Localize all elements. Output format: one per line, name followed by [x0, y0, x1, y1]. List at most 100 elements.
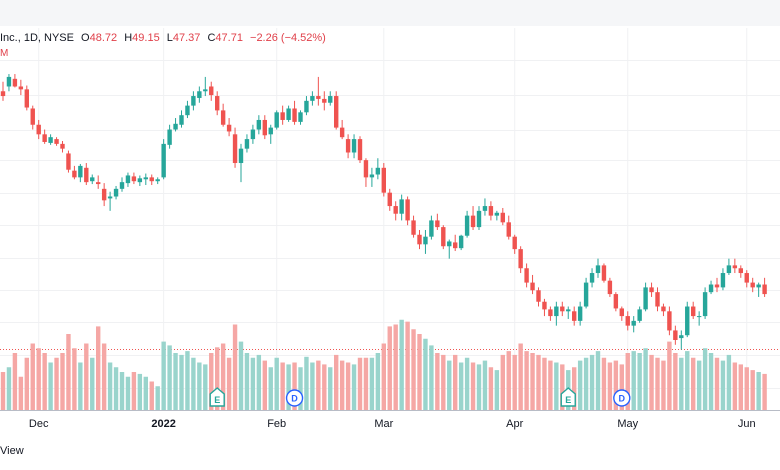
volume-bar: [607, 362, 613, 410]
candle: [435, 213, 440, 230]
x-tick-label: Jun: [738, 418, 756, 430]
volume-bar: [113, 367, 119, 410]
candle-body: [292, 108, 297, 122]
volume-bar: [494, 370, 500, 410]
candle: [155, 177, 160, 185]
volume-bar: [482, 360, 488, 410]
candle: [238, 143, 244, 183]
candle: [161, 139, 166, 180]
candle: [131, 172, 137, 185]
candle-body: [42, 134, 47, 142]
candle: [577, 301, 583, 326]
volume-bar: [137, 373, 143, 410]
candle-body: [60, 143, 65, 149]
candle: [197, 86, 202, 103]
candle: [54, 137, 59, 146]
candle: [262, 115, 267, 140]
candle-body: [447, 241, 452, 247]
earnings-marker: E: [209, 387, 225, 407]
candle-body: [494, 212, 500, 216]
volume-bar: [500, 354, 505, 410]
candle-body: [560, 306, 565, 312]
candle-body: [673, 330, 678, 340]
volume-bar: [583, 357, 589, 410]
footer-text[interactable]: View: [0, 445, 24, 457]
candle-body: [274, 112, 279, 128]
candle-body: [637, 309, 642, 321]
candle-body: [595, 265, 601, 274]
volume-bar: [369, 357, 375, 410]
candle-body: [357, 139, 363, 161]
volume-bar: [667, 341, 672, 410]
candle-body: [316, 96, 321, 99]
candle-body: [304, 100, 309, 113]
volume-bar: [464, 357, 470, 410]
candle-body: [149, 177, 154, 182]
volume-bar: [554, 362, 559, 410]
candle-body: [714, 284, 720, 288]
high-label: H: [124, 32, 133, 44]
volume-bar: [66, 334, 71, 410]
volume-bar: [738, 364, 743, 410]
candle-body: [72, 170, 77, 178]
candle: [310, 91, 315, 106]
volume-bar: [268, 367, 273, 410]
candle-body: [185, 105, 190, 116]
volume-bar: [708, 353, 714, 410]
volume-bar: [441, 354, 446, 410]
candle-body: [137, 178, 143, 183]
candle: [506, 215, 511, 240]
volume-bar: [679, 357, 684, 410]
candle: [90, 174, 95, 185]
candle: [411, 215, 416, 238]
dividend-marker: D: [285, 389, 304, 407]
low-label: L: [166, 32, 173, 44]
candle: [6, 74, 12, 92]
volume-bar: [405, 321, 410, 410]
candle: [345, 134, 351, 159]
volume-bar: [238, 341, 244, 410]
volume-bar: [78, 362, 83, 410]
candle-body: [679, 335, 684, 339]
candle-body: [726, 265, 732, 274]
volume-bar: [339, 360, 345, 410]
earnings-label: E: [214, 395, 220, 405]
candle-body: [417, 234, 422, 245]
volume-bar: [685, 351, 690, 410]
candle: [429, 215, 434, 240]
volume-bar: [720, 360, 726, 410]
candle: [107, 191, 113, 211]
candle-body: [685, 306, 690, 336]
close-value: 47.71: [215, 32, 243, 44]
volume-bar: [643, 348, 648, 410]
candle: [572, 306, 577, 326]
candle: [488, 201, 494, 221]
candle: [137, 175, 143, 186]
candle-body: [506, 222, 511, 237]
candle-body: [393, 206, 398, 214]
candle: [322, 91, 327, 111]
candle-body: [310, 96, 315, 101]
volume-bar: [423, 338, 428, 410]
close-label: C: [207, 32, 216, 44]
volume-bar: [613, 360, 619, 410]
candle: [381, 163, 386, 197]
candle: [441, 225, 446, 250]
candle: [143, 173, 148, 186]
candle-body: [720, 273, 726, 288]
volume-bar: [209, 353, 214, 410]
candle-body: [702, 292, 708, 317]
candle: [334, 91, 339, 130]
high-value: 49.15: [132, 32, 160, 44]
candle-body: [488, 206, 494, 216]
volume-bar: [220, 343, 226, 410]
time-axis: Dec 2022 Feb Mar Apr May Jun: [29, 418, 756, 430]
candle: [96, 175, 101, 189]
volume-bar: [429, 345, 434, 410]
candle: [42, 129, 47, 144]
candle-body: [209, 86, 214, 96]
candle: [685, 301, 690, 338]
earnings-icon: [209, 387, 225, 407]
candle: [66, 150, 71, 173]
